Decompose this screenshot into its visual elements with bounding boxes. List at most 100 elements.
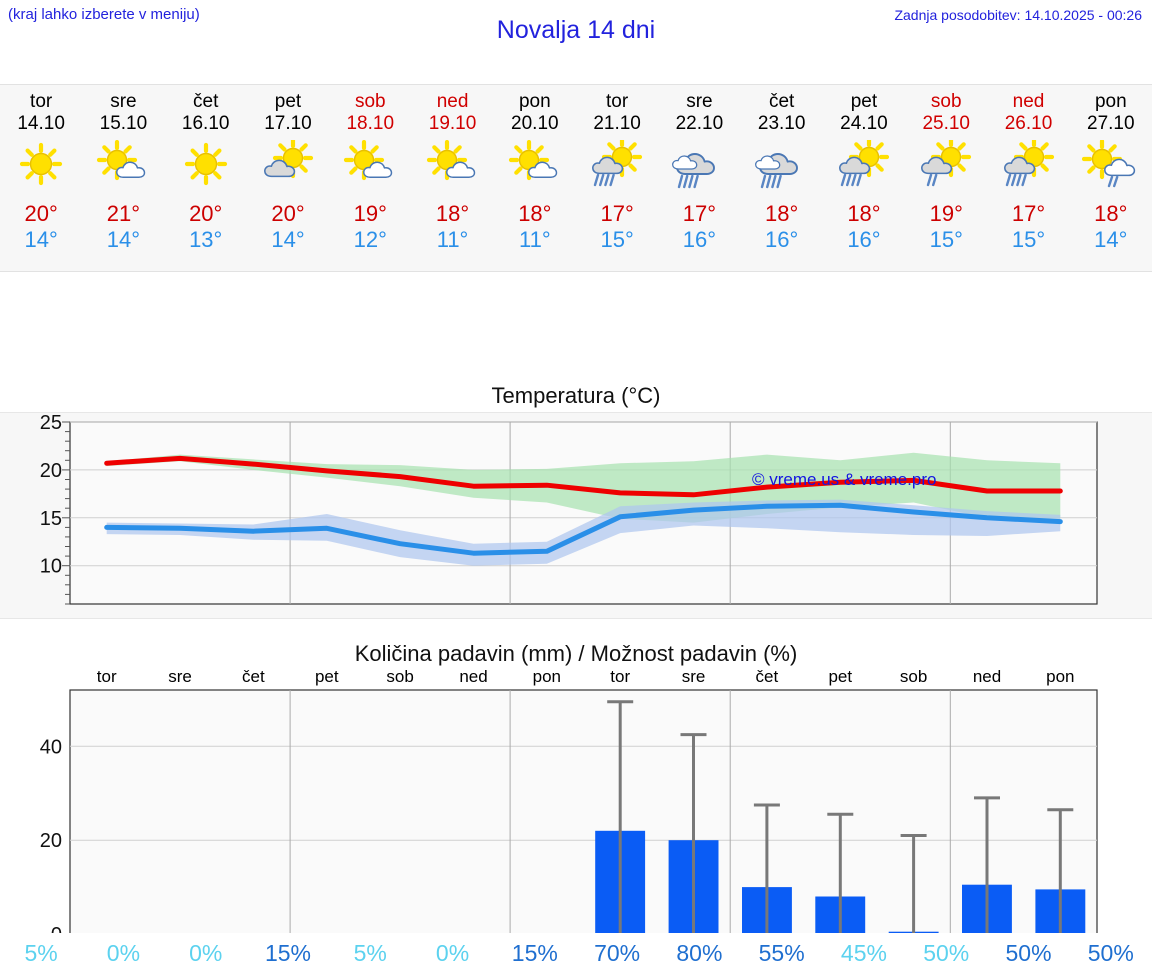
menu-hint-text: (kraj lahko izberete v meniju) <box>8 6 200 23</box>
svg-text:pon: pon <box>533 668 561 686</box>
day-column[interactable]: sre 22.10 17° 16° <box>658 85 740 271</box>
sun-rain-weather-icon <box>576 137 658 195</box>
day-column[interactable]: sre 15.10 21° 14° <box>82 85 164 271</box>
svg-text:sre: sre <box>168 668 192 686</box>
precipitation-probability: 45% <box>840 940 887 966</box>
max-temperature: 19° <box>929 201 963 226</box>
min-temperature: 12° <box>353 227 387 252</box>
max-temperature: 18° <box>435 201 470 226</box>
day-name: sob <box>930 91 962 112</box>
day-column[interactable]: čet 23.10 18° 16° <box>741 85 823 271</box>
svg-text:15: 15 <box>40 508 62 530</box>
max-temperature: 18° <box>1094 201 1128 226</box>
day-name: čet <box>193 91 219 112</box>
day-date: 23.10 <box>757 113 806 134</box>
day-column[interactable]: pet 17.10 20° 14° <box>247 85 329 271</box>
temperature-chart-title: Temperatura (°C) <box>491 383 661 408</box>
precipitation-probability: 50% <box>1005 940 1052 966</box>
daily-forecast-strip: tor 14.10 20° 14° sre 15.10 21° 14° čet 16.10 20° 1… <box>0 84 1152 272</box>
max-temperature: 20° <box>189 201 223 226</box>
max-temperature: 20° <box>24 201 58 226</box>
sun-lightrain-weather-icon <box>905 137 987 195</box>
day-name: tor <box>30 91 53 112</box>
day-date: 19.10 <box>428 113 477 134</box>
min-temperature: 16° <box>847 227 881 252</box>
min-temperature: 14° <box>1094 227 1128 252</box>
day-column[interactable]: tor 21.10 17° 15° <box>576 85 658 271</box>
day-column[interactable]: tor 14.10 20° 14° <box>0 85 82 271</box>
svg-text:20: 20 <box>40 460 62 482</box>
sun-cloud-weather-icon <box>411 137 493 195</box>
svg-text:ned: ned <box>973 668 1001 686</box>
temperature-chart-svg: 10 15 20 25 <box>40 412 1098 605</box>
min-temperature: 14° <box>271 227 305 252</box>
day-date: 27.10 <box>1087 113 1135 134</box>
precipitation-probability: 70% <box>594 940 641 966</box>
sun-cloud-weather-icon <box>329 137 411 195</box>
page-header: (kraj lahko izberete v meniju) Novalja 1… <box>0 0 1152 62</box>
day-date: 26.10 <box>1004 113 1053 134</box>
min-temperature: 15° <box>600 227 634 252</box>
min-temperature: 16° <box>765 227 799 252</box>
min-temperature: 11° <box>436 227 469 252</box>
day-date: 14.10 <box>17 113 65 134</box>
max-temperature: 20° <box>271 201 305 226</box>
day-column[interactable]: pon 20.10 18° 11° <box>494 85 576 271</box>
day-column[interactable]: pon 27.10 18° 14° <box>1070 85 1152 271</box>
max-temperature: 18° <box>847 201 881 226</box>
sun-cloud-weather-icon <box>82 137 164 195</box>
min-temperature: 14° <box>24 227 58 252</box>
svg-text:čet: čet <box>756 668 779 686</box>
day-name: sre <box>110 91 137 112</box>
svg-text:10: 10 <box>40 556 62 578</box>
min-temperature: 11° <box>519 227 551 252</box>
day-column[interactable]: ned 26.10 17° 15° <box>987 85 1069 271</box>
sun-weather-icon <box>165 137 247 195</box>
min-temperature: 13° <box>189 227 223 252</box>
day-name: pet <box>274 91 302 112</box>
temperature-chart-section: Temperatura (°C) 10 15 20 25 © vreme.us & v… <box>0 382 1152 632</box>
min-temperature: 16° <box>682 227 717 252</box>
day-date: 24.10 <box>840 113 888 134</box>
day-name: sob <box>354 91 386 112</box>
precipitation-probability: 0% <box>106 940 141 966</box>
day-column[interactable]: ned 19.10 18° 11° <box>411 85 493 271</box>
day-name: pon <box>1094 91 1127 112</box>
sun-cloud-lightrain-weather-icon <box>1070 137 1152 195</box>
rain-weather-icon <box>658 137 740 195</box>
precipitation-chart-title: Količina padavin (mm) / Možnost padavin … <box>354 641 798 666</box>
sun-rain-weather-icon <box>823 137 905 195</box>
precipitation-probability: 0% <box>435 940 470 966</box>
precipitation-chart-svg: tor sre čet pet sob ned pon tor sre čet pet sob ned p… <box>40 668 1098 933</box>
precipitation-probability: 0% <box>189 940 223 966</box>
day-date: 17.10 <box>264 113 312 134</box>
day-column[interactable]: sob 18.10 19° 12° <box>329 85 411 271</box>
day-column[interactable]: pet 24.10 18° 16° <box>823 85 905 271</box>
max-temperature: 19° <box>353 201 387 226</box>
precipitation-probability: 55% <box>758 940 805 966</box>
svg-text:20: 20 <box>40 830 62 852</box>
svg-text:tor: tor <box>97 668 117 686</box>
precipitation-probability: 50% <box>1087 940 1134 966</box>
precipitation-probability: 5% <box>353 940 387 966</box>
precipitation-probability: 5% <box>24 940 58 966</box>
precipitation-probability: 80% <box>676 940 723 966</box>
page-title: Novalja 14 dni <box>496 16 656 44</box>
max-temperature: 17° <box>682 201 717 226</box>
cloud-sun-weather-icon <box>247 137 329 195</box>
day-date: 16.10 <box>181 113 230 134</box>
svg-text:čet: čet <box>242 668 265 686</box>
day-date: 21.10 <box>593 113 641 134</box>
day-date: 22.10 <box>675 113 724 134</box>
day-column[interactable]: čet 16.10 20° 13° <box>165 85 247 271</box>
day-name: ned <box>1012 91 1045 112</box>
day-column[interactable]: sob 25.10 19° 15° <box>905 85 987 271</box>
day-name: pon <box>518 91 551 112</box>
min-temperature: 14° <box>106 227 141 252</box>
precipitation-probability: 15% <box>264 940 311 966</box>
svg-text:0: 0 <box>51 924 62 933</box>
day-name: pet <box>850 91 878 112</box>
sun-cloud-weather-icon <box>494 137 576 195</box>
day-name: čet <box>768 91 795 112</box>
